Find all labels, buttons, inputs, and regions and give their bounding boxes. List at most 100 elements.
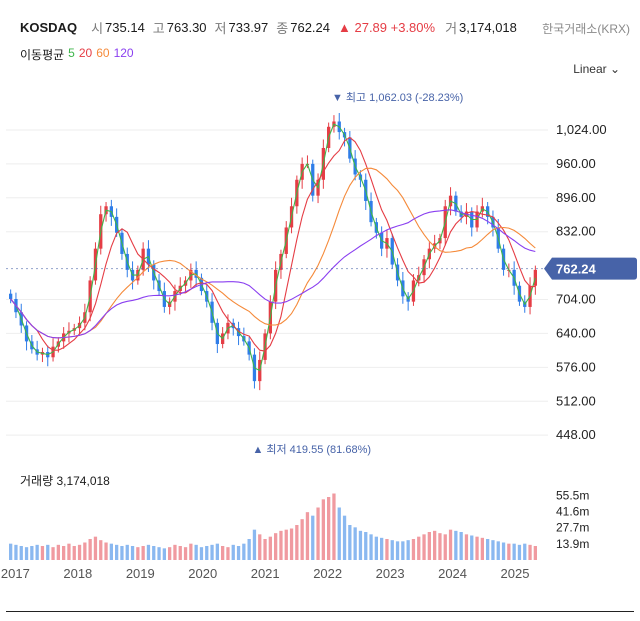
volume-bar [470,535,474,560]
volume-bar [390,540,394,560]
volume-bar [327,497,331,560]
volume-bar [120,546,124,560]
bottom-divider [6,611,634,612]
candle-body [9,293,13,299]
volume-bar [157,547,161,560]
volume-bar [279,530,283,560]
volume-bar [332,493,336,560]
volume-bar [109,543,113,560]
volume-bar [517,544,522,560]
volume-title: 거래량 3,174,018 [20,474,110,488]
volume-tick-label: 41.6m [556,504,589,518]
open-value: 735.14 [105,19,145,35]
volume-bar [130,546,135,560]
volume-bar [289,528,294,560]
volume-bar [221,546,225,560]
change-value: ▲ 27.89 +3.80% [338,19,436,35]
year-tick-label: 2021 [251,566,280,581]
volume-bar [125,544,129,560]
volume-bar [56,544,60,560]
volume-bar [258,534,262,560]
year-tick-label: 2022 [313,566,342,581]
current-price-label: 762.24 [556,262,597,277]
volume-bar [168,547,172,560]
year-tick-label: 2017 [1,566,30,581]
ma5-line [10,123,536,372]
volume-bar [274,533,278,560]
moving-average-legend: 이동평균 5 20 60 120 [20,46,134,63]
year-tick-label: 2024 [438,566,467,581]
volume-bar [30,546,34,560]
low-label: 저 [214,20,227,36]
volume-bar [72,546,76,560]
volume-label: 거 [445,20,458,36]
volume-bar [247,539,251,560]
volume-bar [480,537,484,560]
year-tick-label: 2020 [188,566,217,581]
volume-bar [523,543,527,560]
volume-tick-label: 55.5m [556,488,589,502]
volume-bar [194,544,198,560]
low-value: 733.97 [228,19,269,35]
volume-bar [9,543,13,560]
price-tick-label: 960.00 [556,156,596,171]
volume-bar [199,547,204,560]
volume-bar [443,534,447,560]
price-tick-label: 832.00 [556,224,596,239]
volume-bar [369,534,373,560]
volume-bar [252,529,257,560]
volume-bar [284,529,288,560]
price-tick-label: 576.00 [556,359,596,374]
volume-bar [528,544,532,560]
volume-bar [364,532,368,560]
volume-bar [19,546,23,560]
volume-bar [406,540,410,560]
ma-5[interactable]: 5 [68,46,75,60]
volume-bar [305,512,310,560]
volume-bar [374,536,378,560]
volume-bar [348,525,352,560]
volume-tick-label: 13.9m [556,537,589,551]
volume-bar [380,537,384,560]
volume-bar [316,507,320,560]
volume-bar [162,548,166,560]
volume-bar [342,515,347,560]
close-label: 종 [276,20,289,36]
max-annotation: ▼ 최고 1,062.03 (-28.23%) [332,91,463,104]
volume-bar [51,547,55,560]
ma60-line [10,167,536,339]
volume-bar [215,543,219,560]
volume-bar [353,527,357,560]
volume-bar [507,543,511,560]
ma-60[interactable]: 60 [96,46,110,60]
volume-bar [46,544,50,560]
volume-bar [40,546,45,560]
open-label: 시 [91,20,104,36]
volume-bar [337,507,341,560]
volume-bar [152,546,156,560]
volume-bar [464,534,469,560]
high-label: 고 [152,20,165,36]
price-tick-label: 512.00 [556,393,596,408]
volume-bar [321,499,325,560]
year-tick-label: 2019 [126,566,155,581]
volume-bar [77,544,82,560]
scale-dropdown[interactable]: Linear ⌄ [573,62,620,76]
quote-header: KOSDAQ 시 735.14 고 763.30 저 733.97 종 762.… [20,14,628,40]
ma-20[interactable]: 20 [78,46,93,60]
high-value: 763.30 [166,19,207,35]
volume-bar [242,543,246,560]
volume-bar [93,536,98,560]
volume-bar [417,536,421,560]
price-tick-label: 1,024.00 [556,122,607,137]
volume-bar [427,532,431,560]
volume-bar [448,529,453,560]
volume-bar [146,544,151,560]
volume-bar [35,544,39,560]
price-tick-label: 640.00 [556,325,596,340]
volume-bar [454,530,458,560]
ma-120[interactable]: 120 [113,46,134,60]
price-tick-label: 896.00 [556,190,596,205]
price-tick-label: 448.00 [556,427,596,442]
